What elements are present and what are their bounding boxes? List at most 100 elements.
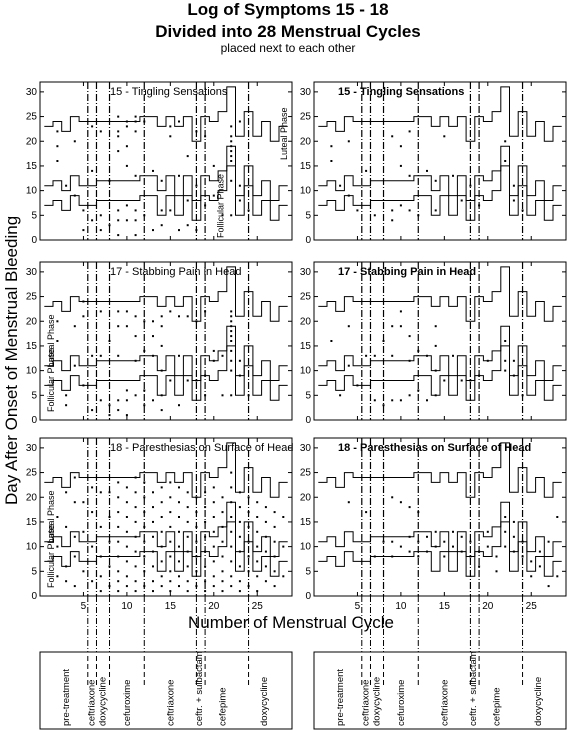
data-point xyxy=(230,530,233,533)
data-point xyxy=(73,194,76,197)
data-point xyxy=(434,369,437,372)
data-point xyxy=(538,550,541,553)
data-point xyxy=(264,520,267,523)
data-point xyxy=(125,219,128,222)
data-point xyxy=(195,496,198,499)
y-tick-label: 25 xyxy=(26,468,38,479)
data-point xyxy=(134,359,137,362)
data-point xyxy=(204,590,207,593)
data-point xyxy=(399,164,402,167)
data-point xyxy=(195,379,198,382)
data-point xyxy=(247,511,250,514)
data-point xyxy=(65,580,68,583)
treatment-label: cefuroxime xyxy=(122,680,133,726)
data-point xyxy=(426,169,428,172)
data-point xyxy=(391,496,394,499)
data-point xyxy=(108,414,111,417)
data-point xyxy=(238,565,241,568)
data-point xyxy=(512,550,515,553)
y-tick-label: 15 xyxy=(26,161,38,172)
data-point xyxy=(195,540,198,543)
data-point xyxy=(91,409,94,412)
data-point xyxy=(169,496,172,499)
data-point xyxy=(399,325,402,328)
data-point xyxy=(117,525,120,528)
data-point xyxy=(117,555,120,558)
y-tick-label: 5 xyxy=(31,390,37,401)
data-point xyxy=(125,530,128,533)
data-point xyxy=(434,545,437,548)
data-point xyxy=(495,570,498,573)
data-point xyxy=(247,496,250,499)
data-point xyxy=(65,184,68,187)
data-point xyxy=(391,209,394,212)
data-point xyxy=(125,516,128,518)
data-point xyxy=(212,575,215,578)
cycle-border-ovulation-lower xyxy=(318,165,562,221)
luteal-phase-label: Luteal Phase xyxy=(46,490,56,543)
data-point xyxy=(486,359,489,362)
data-point xyxy=(221,590,224,593)
data-point xyxy=(186,379,189,382)
data-point xyxy=(117,130,120,133)
x-tick-label: 15 xyxy=(439,601,451,612)
data-point xyxy=(117,496,120,499)
data-point xyxy=(195,320,198,323)
data-point xyxy=(160,501,163,504)
follicular-phase-label: Follicular Phase xyxy=(215,174,225,238)
treatment-label: ceftriaxone xyxy=(439,680,450,726)
y-tick-label: 0 xyxy=(305,235,311,246)
data-point xyxy=(91,580,94,583)
data-point xyxy=(99,555,102,558)
cycle-border-top-luteal-end xyxy=(44,86,288,142)
data-point xyxy=(117,540,120,543)
panel-title: 17 - Stabbing Pain in Head xyxy=(338,266,476,278)
panel-frame xyxy=(39,437,293,597)
data-point xyxy=(212,359,215,362)
data-point xyxy=(178,516,180,518)
data-point xyxy=(134,174,137,177)
data-point xyxy=(186,535,189,538)
data-point xyxy=(212,501,215,504)
data-point xyxy=(82,570,85,573)
data-point xyxy=(125,310,128,313)
data-point xyxy=(212,530,215,533)
data-point xyxy=(230,320,233,323)
data-point xyxy=(391,325,394,328)
data-point xyxy=(408,130,411,133)
x-tick-label: 20 xyxy=(208,601,220,612)
data-point xyxy=(160,369,163,372)
data-point xyxy=(73,535,76,538)
data-point xyxy=(160,516,163,518)
data-point xyxy=(221,555,224,558)
data-point xyxy=(238,120,241,123)
cycle-border-ovulation-lower xyxy=(318,345,562,401)
data-point xyxy=(143,481,146,484)
y-tick-label: 0 xyxy=(305,591,311,602)
data-point xyxy=(204,520,207,523)
data-point xyxy=(117,580,120,583)
data-point xyxy=(160,575,163,578)
y-tick-label: 10 xyxy=(300,366,312,377)
data-point xyxy=(134,580,137,583)
data-point xyxy=(247,555,250,558)
y-tick-label: 30 xyxy=(300,267,312,278)
data-point xyxy=(125,486,128,489)
data-point xyxy=(91,354,94,357)
treatment-label: ceftriaxone xyxy=(360,680,371,726)
data-point xyxy=(125,204,128,207)
data-point xyxy=(160,344,163,347)
cycle-border-ovulation-lower xyxy=(44,345,288,401)
panel-1: 0 5 10 15 20 25 30 15 - Tingling Sensations Lute… xyxy=(26,81,293,246)
data-point xyxy=(230,315,233,318)
data-point xyxy=(91,545,94,548)
treatment-label: doxycycline xyxy=(533,677,544,726)
data-point xyxy=(556,516,559,518)
data-point xyxy=(152,169,154,172)
data-point xyxy=(186,580,189,583)
data-point xyxy=(143,540,146,543)
y-tick-label: 10 xyxy=(300,186,312,197)
y-tick-label: 20 xyxy=(26,492,38,503)
data-point xyxy=(221,214,224,217)
data-point xyxy=(160,179,163,182)
